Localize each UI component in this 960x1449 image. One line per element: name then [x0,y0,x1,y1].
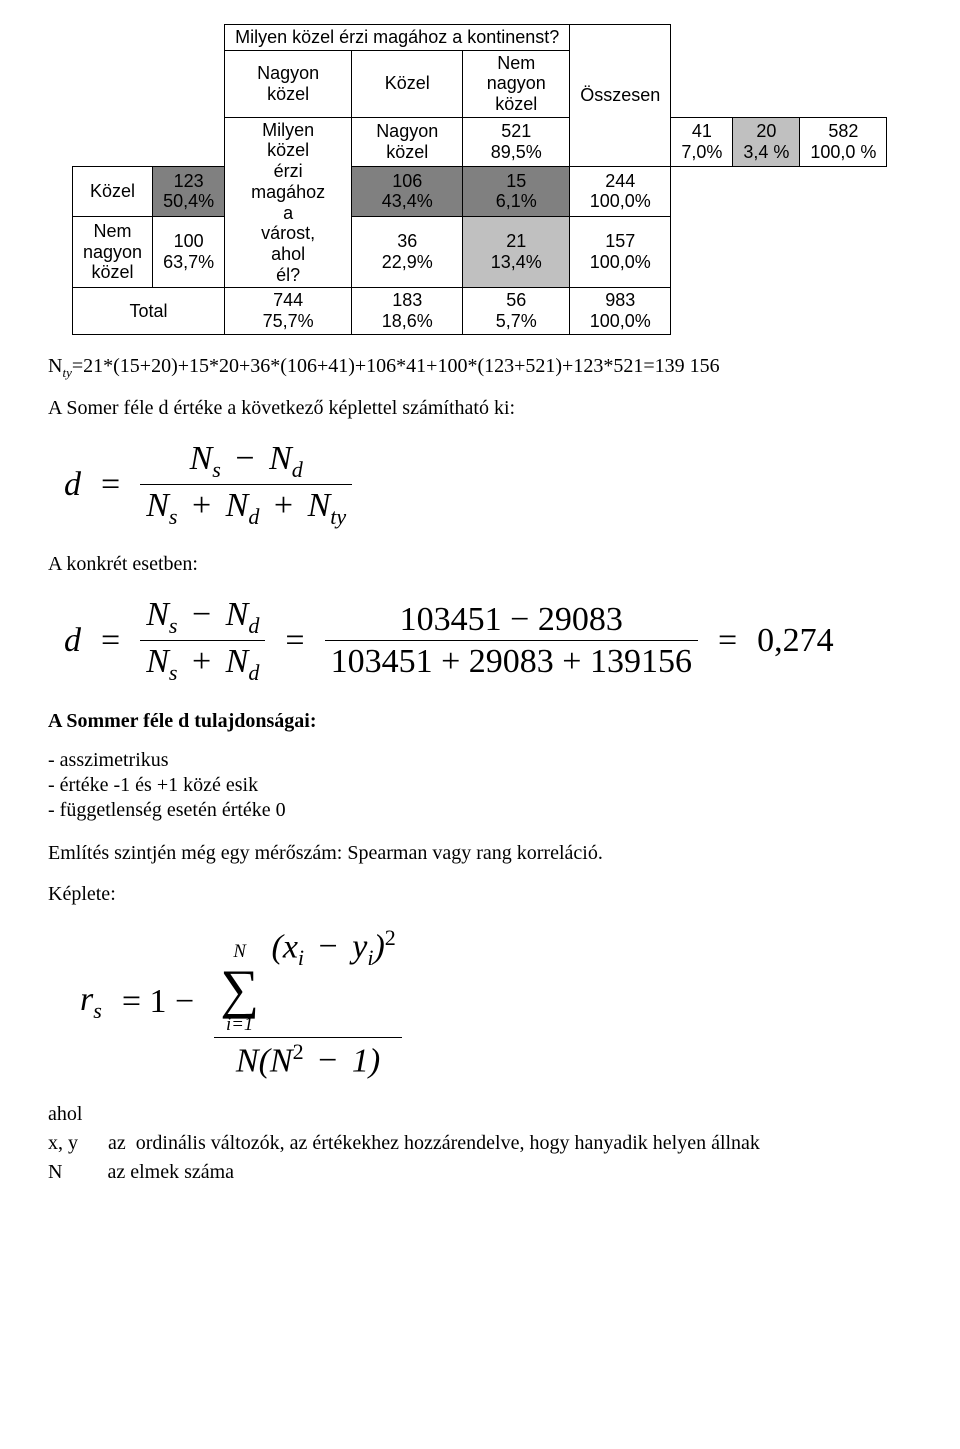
cell-r2c0: 10063,7% [153,216,225,288]
formula-d-calc: d= Ns − Nd Ns + Nd = 103451 − 29083 1034… [64,596,912,685]
col-header-0: Nagyonközel [225,50,352,117]
cell-r2c2: 2113,4% [463,216,570,288]
prop-2: - függetlenség esetén értéke 0 [48,799,912,822]
spearman-line: Említés szintjén még egy mérőszám: Spear… [48,840,912,867]
cell-r0c3: 582100,0 % [800,117,887,166]
ahol-label: ahol [48,1101,912,1128]
cell-r0c2: 203,4 % [733,117,800,166]
keplete-label: Képlete: [48,881,912,908]
cell-rtc1: 18318,6% [352,288,463,334]
xy-def: x, y az ordinális változók, az értékekhe… [48,1130,912,1157]
formula-rs: rs = 1 − N ∑ i=1 (xi − yi)2 N(N2 − 1) [80,926,912,1080]
crosstab-table: Milyen közel érzi magához a kontinenst? … [72,24,887,335]
row-question-spacer2 [153,25,225,167]
konkret-label: A konkrét esetben: [48,551,912,578]
row-header-2: Nemnagyonközel [73,216,153,288]
cell-r1c0: 12350,4% [153,167,225,216]
cell-rtc0: 74475,7% [225,288,352,334]
cell-r1c2: 156,1% [463,167,570,216]
prop-0: - asszimetrikus [48,749,912,772]
sommer-props-list: - asszimetrikus - értéke -1 és +1 közé e… [48,749,912,822]
cell-r1c1: 10643,4% [352,167,463,216]
cell-r0c1: 417,0% [671,117,733,166]
row-question-spacer [73,25,153,167]
cell-r2c1: 3622,9% [352,216,463,288]
n-def: N az elmek száma [48,1159,912,1186]
cell-r1c3: 244100,0% [570,167,671,216]
col-header-2: Nemnagyonközel [463,50,570,117]
sommer-props-title: A Sommer féle d tulajdonságai: [48,708,912,735]
row-header-0: Nagyonközel [352,117,463,166]
top-question: Milyen közel érzi magához a kontinenst? [225,25,570,51]
prop-1: - értéke -1 és +1 közé esik [48,774,912,797]
col-header-1: Közel [352,50,463,117]
cell-rtc3: 983100,0% [570,288,671,334]
left-question: Milyenközelérzimagáhozavárost,aholél? [225,117,352,288]
somer-intro: A Somer féle d értéke a következő képlet… [48,395,912,422]
total-row-header: Total [73,288,225,334]
cell-rtc2: 565,7% [463,288,570,334]
formula-d-definition: d= Ns − Nd Ns + Nd + Nty [64,440,912,529]
nty-equation: Nty=21*(15+20)+15*20+36*(106+41)+106*41+… [48,353,912,382]
row-header-1: Közel [73,167,153,216]
cell-r0c0: 52189,5% [463,117,570,166]
total-col-header: Összesen [570,25,671,167]
cell-r2c3: 157100,0% [570,216,671,288]
